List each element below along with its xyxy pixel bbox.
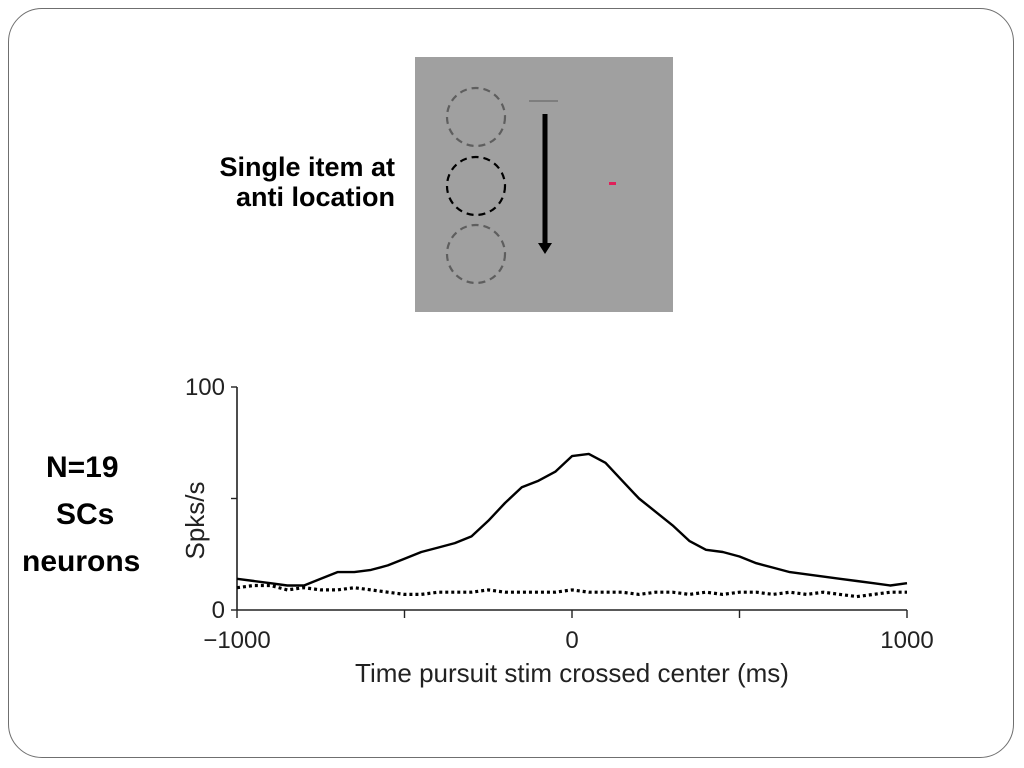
chart-axes [236,387,907,611]
y-axis-title: Spks/s [180,481,210,559]
target-circle-bottom [445,223,507,285]
y-tick-label: 0 [212,597,225,624]
stimulus-label: Single item at anti location [180,152,395,212]
x-tick-label: 1000 [880,627,933,654]
target-circle-top [445,86,507,148]
sample-size-label: N=19 SCs neurons [0,444,180,585]
stimulus-panel [415,57,673,312]
stimulus-diagram [445,86,616,285]
stimulus-label-line-2: anti location [235,182,395,212]
x-axis-title: Time pursuit stim crossed center (ms) [355,658,789,688]
fixation-point [609,182,616,185]
sample-size-line-1: N=19 [46,451,119,484]
sample-size-line-2: SCs [56,498,115,531]
x-tick-label: 0 [565,627,578,654]
stimulus-label-line-1: Single item at [219,152,395,182]
y-tick-label: 100 [185,374,225,401]
series-line-solid [236,452,908,587]
firing-rate-chart: −1000 0 1000 0 100 Time pursuit stim crossed… [180,374,934,688]
chart-ticks: −1000 0 1000 0 100 [185,374,934,654]
target-circle-middle [445,155,507,217]
motion-arrow-head [538,243,552,254]
chart-series [236,452,908,599]
series-line-dotted [236,583,907,599]
sample-size-line-3: neurons [22,545,141,578]
x-tick-label: −1000 [203,627,270,654]
